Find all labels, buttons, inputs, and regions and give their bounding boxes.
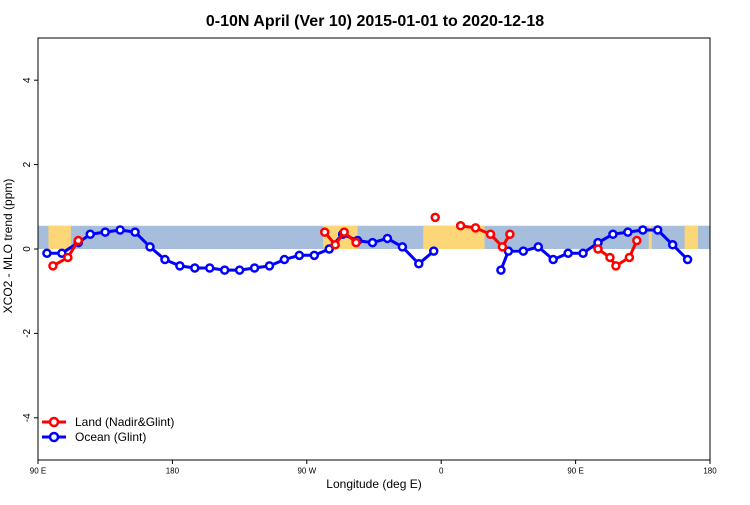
land-patch-3: [648, 225, 652, 249]
legend-label-1: Ocean (Glint): [75, 430, 146, 444]
x-axis: 90 E 180 90 W 0 90 E 180: [30, 459, 717, 476]
y-tick-label-2: 0: [22, 246, 33, 252]
series-1-point-0-5: [115, 225, 125, 235]
x-tick-label-2: 90 W: [297, 467, 316, 476]
series-0-point-3-4: [505, 229, 515, 239]
y-axis: -4 -2 0 2 4: [22, 38, 39, 460]
series-0-point-1-0: [319, 227, 330, 237]
series-0-point-3-1: [470, 223, 481, 233]
y-axis-label: XCO2 - MLO trend (ppm): [1, 179, 15, 314]
series-1-point-1-6: [578, 248, 588, 258]
series-1-point-0-12: [219, 265, 230, 275]
y-tick-label-1: -2: [22, 329, 33, 338]
series-1-point-0-19: [324, 244, 334, 254]
series-1-point-1-9: [623, 227, 633, 237]
chart-title: 0-10N April (Ver 10) 2015-01-01 to 2020-…: [206, 13, 544, 30]
series-1-point-1-4: [548, 254, 558, 265]
series-0-line-1: [323, 230, 358, 247]
series-layer: [42, 212, 693, 275]
y-tick-label-0: -4: [22, 413, 33, 422]
x-axis-label: Longitude (deg E): [326, 477, 421, 491]
land-patch-0: [48, 225, 71, 249]
series-1-point-1-11: [652, 225, 663, 235]
series-1-point-0-23: [382, 233, 393, 244]
land-patch-2: [423, 225, 485, 249]
series-0-point-3-2: [485, 229, 496, 239]
series-1-point-0-24: [397, 242, 408, 252]
series-0-point-1-1: [330, 240, 340, 250]
series-1-point-0-8: [160, 254, 170, 265]
series-1-point-0-11: [204, 263, 215, 273]
land-patch-4: [684, 225, 699, 249]
series-0-point-0-2: [73, 235, 84, 246]
series-1-point-0-14: [249, 263, 260, 273]
series-0-point-3-0: [455, 221, 466, 231]
series-1-point-1-12: [667, 240, 678, 250]
series-1-point-1-1: [503, 246, 514, 256]
series-1-point-1-2: [518, 246, 529, 256]
series-1-point-1-13: [682, 254, 693, 265]
legend: Land (Nadir&Glint)Ocean (Glint): [42, 415, 174, 444]
x-tick-label-5: 180: [703, 467, 717, 476]
legend-marker-0: [48, 416, 60, 428]
y-tick-label-4: 4: [22, 77, 33, 83]
series-0-point-4-0: [593, 244, 603, 254]
series-1-point-0-10: [190, 263, 200, 273]
series-0-point-4-4: [632, 235, 642, 246]
series-1-point-0-6: [130, 227, 140, 237]
series-0-point-0-1: [63, 252, 73, 263]
ocean-band: [38, 225, 710, 249]
series-1-point-1-3: [533, 242, 544, 252]
series-1-point-1-8: [608, 229, 618, 239]
series-1-point-0-18: [309, 250, 320, 261]
series-1-point-0-7: [145, 242, 155, 252]
x-tick-label-4: 90 E: [567, 467, 583, 476]
series-0-point-3-3: [497, 242, 508, 252]
series-0-point-4-3: [624, 252, 635, 263]
series-0-point-2-0: [430, 212, 440, 223]
series-0-point-1-2: [339, 227, 349, 237]
series-1-point-0-15: [264, 261, 275, 271]
series-1-point-0-26: [428, 246, 439, 256]
series-1-point-0-17: [294, 250, 305, 261]
series-1-point-1-10: [638, 225, 648, 235]
series-1-point-0-16: [279, 254, 290, 265]
x-tick-label-3: 0: [439, 467, 444, 476]
series-1-point-0-25: [414, 259, 424, 269]
x-tick-label-1: 180: [166, 467, 180, 476]
series-1-point-0-22: [367, 237, 378, 248]
x-tick-label-0: 90 E: [30, 467, 46, 476]
series-0: [48, 212, 642, 271]
series-1-point-1-0: [496, 265, 506, 275]
series-1-point-0-1: [57, 248, 67, 258]
y-tick-label-3: 2: [22, 161, 33, 167]
series-1-point-0-4: [100, 227, 110, 237]
series-1-point-0-9: [175, 261, 185, 271]
series-0-point-1-3: [351, 237, 361, 248]
series-1-point-0-13: [234, 265, 245, 275]
series-0-point-0-0: [48, 261, 58, 271]
legend-marker-1: [48, 431, 60, 443]
series-0-point-4-1: [605, 252, 615, 263]
series-1-point-0-3: [85, 229, 96, 239]
series-0-point-4-2: [611, 261, 621, 271]
legend-label-0: Land (Nadir&Glint): [75, 415, 174, 429]
series-1-point-1-5: [563, 248, 573, 258]
series-1-point-0-0: [42, 248, 52, 258]
